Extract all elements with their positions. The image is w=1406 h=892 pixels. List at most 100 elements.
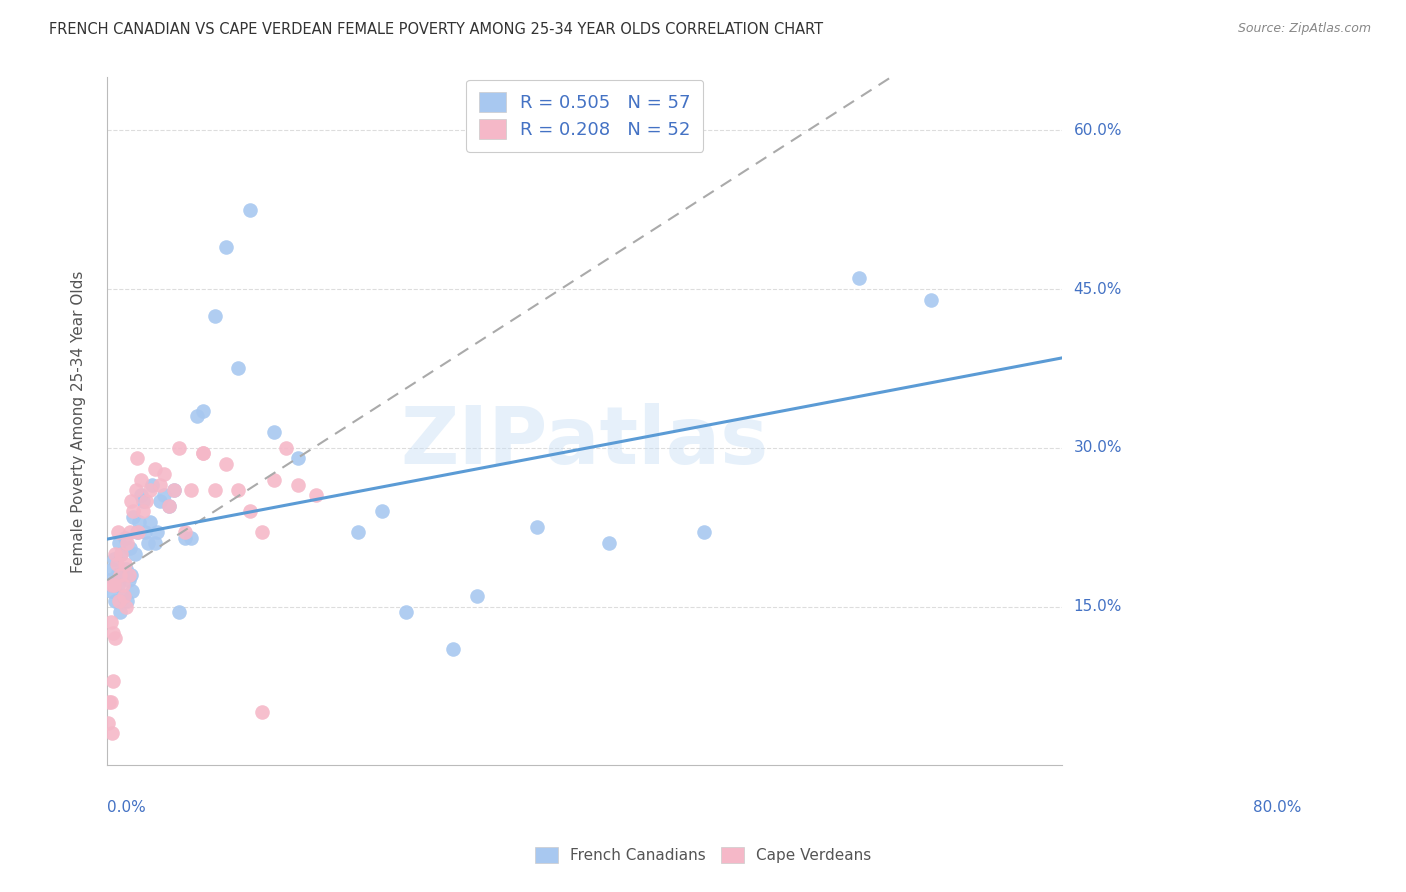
Point xyxy=(143,536,166,550)
Point xyxy=(167,441,190,455)
Point xyxy=(173,531,195,545)
Point xyxy=(920,293,942,307)
Point xyxy=(239,202,262,217)
Point xyxy=(111,567,134,582)
Point xyxy=(101,673,124,688)
Point xyxy=(180,483,202,497)
Point xyxy=(120,567,142,582)
Point xyxy=(98,573,121,587)
Point xyxy=(136,536,159,550)
Point xyxy=(305,488,328,502)
Text: ZIPatlas: ZIPatlas xyxy=(401,403,769,481)
Point xyxy=(121,583,143,598)
Point xyxy=(157,499,180,513)
Point xyxy=(276,441,298,455)
Point xyxy=(153,467,176,482)
Point xyxy=(120,493,142,508)
Point xyxy=(101,726,124,740)
Point xyxy=(132,493,155,508)
Point xyxy=(215,457,238,471)
Point xyxy=(228,361,250,376)
Point xyxy=(157,499,180,513)
Text: 45.0%: 45.0% xyxy=(1073,282,1122,296)
Point xyxy=(146,525,169,540)
Point xyxy=(186,409,208,423)
Point xyxy=(125,525,148,540)
Point xyxy=(115,562,138,576)
Point xyxy=(347,525,370,540)
Point xyxy=(129,473,152,487)
Point xyxy=(105,567,128,582)
Point xyxy=(128,515,150,529)
Point xyxy=(101,578,124,592)
Point xyxy=(104,632,127,646)
Point xyxy=(598,536,620,550)
Point xyxy=(394,605,416,619)
Point xyxy=(117,573,139,587)
Point xyxy=(191,446,214,460)
Point xyxy=(228,483,250,497)
Legend: French Canadians, Cape Verdeans: French Canadians, Cape Verdeans xyxy=(527,839,879,871)
Point xyxy=(287,478,309,492)
Legend: R = 0.505   N = 57, R = 0.208   N = 52: R = 0.505 N = 57, R = 0.208 N = 52 xyxy=(465,79,703,152)
Point xyxy=(108,536,131,550)
Point xyxy=(239,504,262,518)
Point xyxy=(124,547,146,561)
Point xyxy=(139,515,162,529)
Y-axis label: Female Poverty Among 25-34 Year Olds: Female Poverty Among 25-34 Year Olds xyxy=(72,270,86,573)
Point xyxy=(117,567,139,582)
Point xyxy=(104,594,127,608)
Point xyxy=(100,695,122,709)
Point xyxy=(115,599,138,614)
Point xyxy=(97,715,120,730)
Point xyxy=(149,478,172,492)
Point xyxy=(441,641,464,656)
Point xyxy=(204,483,226,497)
Point xyxy=(139,483,162,497)
Point xyxy=(163,483,186,497)
Point xyxy=(149,493,172,508)
Point xyxy=(143,462,166,476)
Point xyxy=(526,520,548,534)
Point xyxy=(693,525,716,540)
Point xyxy=(118,541,141,556)
Point xyxy=(135,493,157,508)
Point xyxy=(127,525,149,540)
Point xyxy=(191,403,214,417)
Point xyxy=(263,473,285,487)
Point xyxy=(107,525,129,540)
Point xyxy=(107,578,129,592)
Point xyxy=(370,504,392,518)
Point xyxy=(125,451,148,466)
Text: FRENCH CANADIAN VS CAPE VERDEAN FEMALE POVERTY AMONG 25-34 YEAR OLDS CORRELATION: FRENCH CANADIAN VS CAPE VERDEAN FEMALE P… xyxy=(49,22,824,37)
Point xyxy=(252,706,274,720)
Point xyxy=(114,531,136,545)
Point xyxy=(108,605,131,619)
Point xyxy=(215,240,238,254)
Point xyxy=(114,557,136,571)
Point xyxy=(153,488,176,502)
Point xyxy=(112,589,135,603)
Point xyxy=(287,451,309,466)
Point xyxy=(108,594,131,608)
Point xyxy=(122,509,145,524)
Point xyxy=(848,271,870,285)
Point xyxy=(101,578,124,592)
Point xyxy=(263,425,285,439)
Point xyxy=(141,478,163,492)
Point xyxy=(103,578,125,592)
Point xyxy=(191,446,214,460)
Point xyxy=(167,605,190,619)
Point xyxy=(122,504,145,518)
Point xyxy=(204,309,226,323)
Point xyxy=(112,589,135,603)
Point xyxy=(134,525,156,540)
Point xyxy=(465,589,488,603)
Point xyxy=(100,615,122,630)
Point xyxy=(117,594,139,608)
Point xyxy=(252,525,274,540)
Point xyxy=(125,483,148,497)
Text: 15.0%: 15.0% xyxy=(1073,599,1122,614)
Point xyxy=(117,536,139,550)
Text: Source: ZipAtlas.com: Source: ZipAtlas.com xyxy=(1237,22,1371,36)
